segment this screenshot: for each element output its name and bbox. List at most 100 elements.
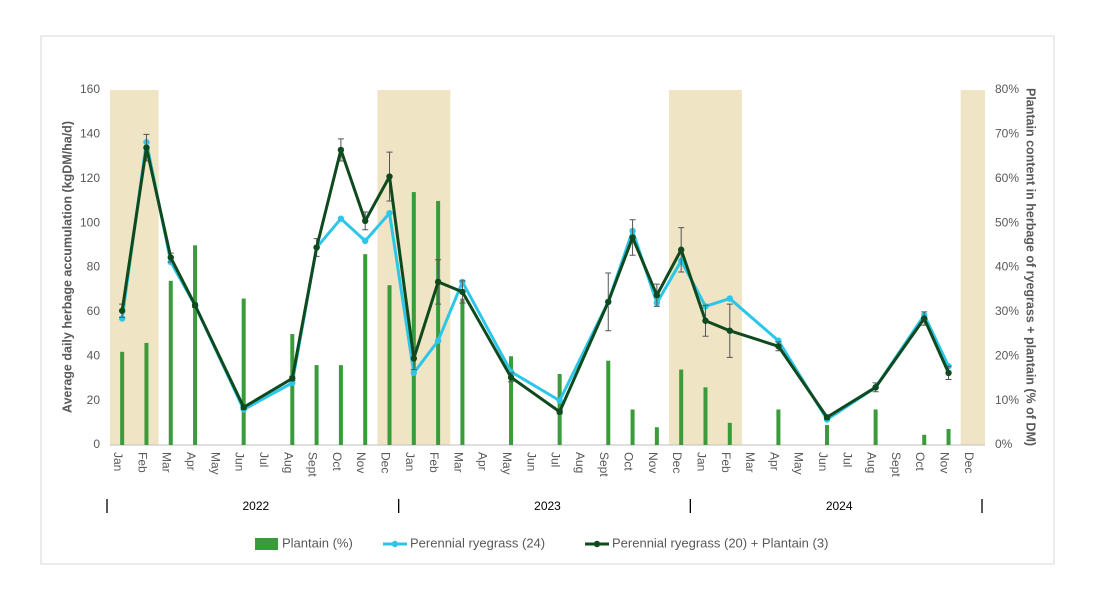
month-label: Nov: [354, 452, 368, 473]
point: [726, 327, 733, 334]
point: [507, 374, 515, 381]
bar: [654, 427, 659, 445]
point: [702, 317, 709, 324]
month-label: Mar: [160, 452, 174, 473]
month-label: Sept: [306, 452, 320, 477]
y-tick-label: 40: [87, 348, 101, 362]
month-label: Feb: [135, 452, 149, 473]
y2-tick-label: 70%: [995, 127, 1019, 141]
month-label: Jan: [403, 452, 417, 471]
month-label: Jun: [524, 452, 538, 471]
bar: [922, 434, 927, 445]
year-label: 2022: [242, 499, 269, 513]
y2-tick-label: 50%: [995, 215, 1019, 229]
year-label: 2023: [534, 499, 561, 513]
y2-tick-label: 60%: [995, 171, 1019, 185]
month-label: Jul: [840, 452, 854, 467]
month-label: Jan: [111, 452, 125, 471]
month-label: Sept: [889, 452, 903, 477]
month-label: Jul: [257, 452, 271, 467]
bar: [460, 298, 465, 445]
y2-tick-label: 10%: [995, 393, 1019, 407]
point: [362, 217, 369, 225]
bar: [727, 422, 732, 445]
legend-label: Plantain (%): [282, 535, 353, 550]
bar: [776, 409, 781, 445]
month-label: May: [500, 452, 514, 475]
point: [629, 234, 636, 241]
bar: [168, 280, 173, 445]
month-label: Dec: [670, 452, 684, 473]
y-tick-label: 120: [80, 171, 100, 185]
bar: [338, 365, 343, 445]
y-tick-label: 100: [80, 215, 100, 229]
bar: [411, 192, 416, 445]
y2-axis-title: Plantain content in herbage of ryegrass …: [1024, 88, 1038, 446]
y2-tick-label: 30%: [995, 304, 1019, 318]
point: [337, 215, 345, 222]
y-tick-label: 160: [80, 82, 100, 96]
legend-label: Perennial ryegrass (24): [410, 535, 545, 550]
line: [120, 146, 950, 419]
point: [118, 307, 126, 314]
point: [386, 173, 393, 180]
point: [362, 237, 369, 245]
month-label: Aug: [573, 452, 587, 473]
point: [289, 379, 296, 387]
y2-tick-label: 20%: [995, 348, 1019, 362]
bar: [946, 429, 951, 445]
point: [434, 278, 442, 286]
bar: [193, 245, 198, 445]
y-tick-label: 0: [93, 437, 100, 451]
month-label: Nov: [646, 452, 660, 473]
legend-label: Perennial ryegrass (20) + Plantain (3): [612, 535, 828, 550]
point: [823, 414, 831, 421]
legend-marker: [391, 540, 399, 548]
bar: [436, 200, 441, 445]
point: [726, 295, 733, 302]
point: [872, 384, 879, 391]
bar: [509, 356, 514, 445]
line: [120, 140, 950, 421]
point: [313, 244, 320, 251]
bar: [703, 387, 708, 445]
bar: [873, 409, 878, 445]
bar: [314, 365, 319, 445]
point: [677, 246, 685, 253]
month-label: Aug: [865, 452, 879, 473]
point: [653, 292, 661, 299]
month-label: Apr: [767, 452, 781, 471]
y2-tick-label: 40%: [995, 260, 1019, 274]
bar: [387, 285, 392, 445]
y-tick-label: 80: [87, 260, 101, 274]
month-label: Feb: [719, 452, 733, 473]
month-label: Jun: [233, 452, 247, 471]
bar: [120, 351, 125, 445]
point: [556, 397, 563, 404]
month-label: Oct: [622, 452, 636, 471]
bar: [144, 342, 149, 445]
point: [459, 288, 466, 296]
y-axis-title: Average daily herbage accumulation (kgDM…: [60, 121, 74, 413]
bar: [363, 254, 368, 445]
bar: [241, 298, 246, 445]
bar: [290, 334, 295, 445]
point: [775, 343, 782, 350]
bar: [606, 360, 611, 445]
month-label: Jan: [694, 452, 708, 471]
y-tick-label: 20: [87, 393, 101, 407]
year-label: 2024: [826, 499, 853, 513]
point: [434, 337, 442, 344]
legend-swatch: [255, 538, 278, 550]
month-label: Mar: [743, 452, 757, 473]
y2-tick-label: 80%: [995, 82, 1019, 96]
chart-frame: [40, 35, 1055, 565]
point: [143, 144, 150, 151]
point: [289, 375, 296, 382]
month-label: Mar: [451, 452, 465, 473]
y2-tick-label: 0%: [995, 437, 1013, 451]
point: [410, 355, 418, 362]
month-label: Dec: [962, 452, 976, 473]
point: [410, 369, 418, 377]
